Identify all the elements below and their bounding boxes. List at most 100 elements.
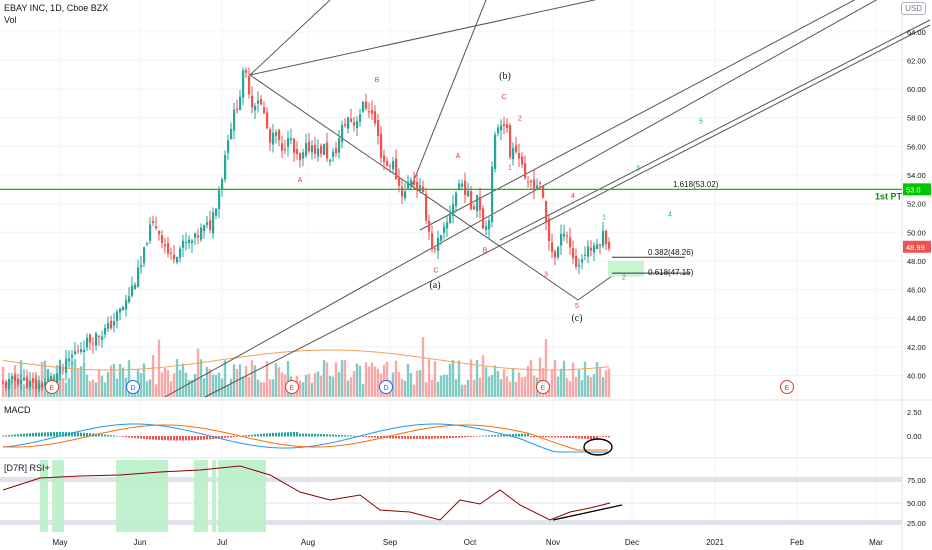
macd-histogram-bar: [110, 435, 112, 437]
candle-body: [17, 379, 20, 385]
pitchfork-lines: [164, 0, 931, 398]
volume-bar: [253, 365, 257, 397]
macd-histogram-bar: [473, 436, 475, 437]
volume-bar: [553, 359, 557, 397]
macd-histogram-bar: [38, 432, 40, 437]
macd-histogram-bar: [20, 433, 22, 437]
volume-bar: [160, 372, 164, 397]
currency-badge[interactable]: USD: [901, 2, 926, 15]
candle-body: [335, 148, 338, 154]
macd-histogram-bar: [101, 434, 103, 437]
price-tick-label: 44.00: [907, 314, 926, 323]
marker-label: E: [50, 385, 55, 392]
candle-body: [419, 185, 422, 191]
macd-histogram-bar: [380, 436, 382, 438]
volume-bar: [607, 368, 611, 397]
volume-bar: [22, 384, 26, 397]
volume-bar: [349, 377, 353, 397]
volume-bar: [79, 366, 83, 397]
dividend-marker: [379, 380, 393, 394]
volume-bar: [307, 373, 311, 397]
candle-body: [533, 179, 536, 191]
volume-bar: [157, 339, 161, 397]
volume-bar: [490, 375, 494, 397]
candle-body: [374, 111, 377, 124]
price-tick-label: 58.00: [907, 114, 926, 123]
volume-bar: [148, 379, 152, 397]
candle-body: [497, 127, 500, 134]
volume-bar: [106, 372, 110, 397]
volume-bar: [286, 361, 290, 397]
macd-histogram-bar: [230, 436, 232, 438]
volume-bar: [484, 367, 488, 397]
macd-histogram-bar: [509, 434, 511, 437]
volume-bar: [145, 381, 149, 397]
macd-histogram-bar: [539, 436, 541, 438]
volume-bar: [115, 378, 119, 397]
macd-histogram-bar: [416, 436, 418, 439]
macd-histogram-bar: [344, 435, 346, 437]
volume-bar: [112, 363, 116, 397]
candle-body: [128, 296, 131, 302]
candle-body: [464, 180, 467, 195]
macd-histogram-bar: [158, 436, 160, 440]
target-level-label: 1st PT: [875, 191, 903, 201]
volume-bar: [199, 359, 203, 397]
wave-label-green: 5: [699, 118, 703, 125]
candle-body: [575, 255, 578, 267]
volume-bar: [175, 359, 179, 397]
volume-bar: [601, 377, 605, 397]
candle-body: [290, 138, 293, 140]
volume-bar: [364, 362, 368, 397]
candle-body: [566, 235, 569, 237]
volume-bar: [358, 365, 362, 397]
candle-body: [119, 308, 122, 313]
volume-bar: [580, 380, 584, 397]
candle-body: [608, 241, 611, 249]
volume-bar: [163, 367, 167, 397]
candle-body: [179, 248, 182, 258]
candle-body: [518, 153, 521, 159]
candle-body: [44, 382, 47, 385]
rsi-zone: [218, 460, 266, 532]
candle-body: [257, 100, 260, 104]
volume-bar: [424, 382, 428, 397]
candle-body: [524, 163, 527, 179]
volume-bar: [109, 365, 113, 397]
candle-body: [599, 244, 602, 246]
volume-bar: [457, 360, 461, 397]
macd-histogram-bar: [197, 436, 199, 441]
volume-bar: [190, 379, 194, 397]
volume-bar: [235, 368, 239, 397]
macd-histogram-bar: [98, 433, 100, 437]
volume-bar: [409, 372, 413, 397]
time-tick-label: Jun: [134, 538, 147, 547]
volume-bar: [61, 377, 65, 397]
macd-histogram-bar: [302, 433, 304, 437]
macd-histogram-bar: [326, 434, 328, 437]
price-tick-label: 54.00: [907, 171, 926, 180]
volume-bar: [331, 376, 335, 397]
macd-histogram-bar: [482, 435, 484, 437]
macd-histogram-bar: [113, 435, 115, 437]
macd-histogram-bar: [461, 436, 463, 438]
macd-histogram-bar: [83, 432, 85, 437]
macd-histogram-bar: [32, 432, 34, 437]
volume-bar: [250, 360, 254, 397]
candle-body: [29, 380, 32, 388]
candle-body: [14, 375, 17, 382]
volume-bar: [403, 380, 407, 397]
macd-histogram-bar: [605, 436, 607, 438]
macd-tick-label: 0.00: [907, 432, 922, 441]
candle-body: [161, 235, 164, 243]
macd-line: [2, 423, 608, 453]
fork-line: [419, 0, 856, 231]
volume-bar: [10, 377, 14, 397]
macd-histogram-bar: [485, 435, 487, 437]
volume-bar: [436, 381, 440, 397]
rsi-line: [2, 465, 611, 521]
candle-body: [308, 141, 311, 152]
volume-bar: [226, 384, 230, 397]
macd-highlight-circle: [583, 438, 613, 456]
